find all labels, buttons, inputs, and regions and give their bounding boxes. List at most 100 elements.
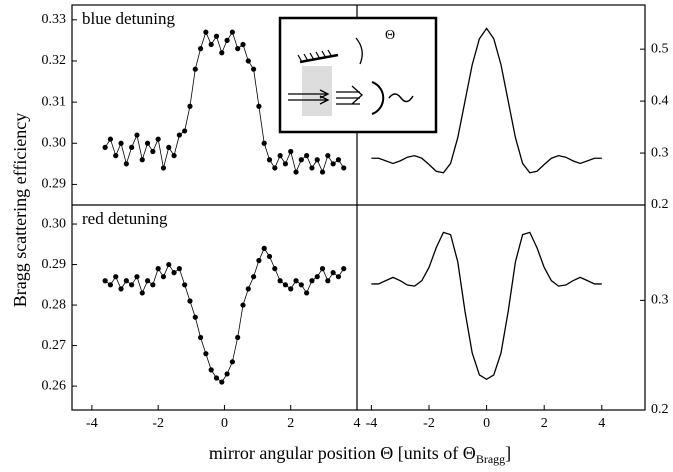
- data-point: [293, 278, 299, 284]
- incident-beam: [288, 89, 330, 105]
- curve: [371, 27, 602, 174]
- data-point: [240, 41, 246, 48]
- data-point: [144, 140, 151, 146]
- data-point: [309, 165, 315, 171]
- data-point: [277, 278, 283, 284]
- x-tick-label: -4: [86, 416, 98, 431]
- data-point: [251, 66, 257, 72]
- data-point: [229, 29, 235, 35]
- data-point: [187, 298, 193, 304]
- data-point: [144, 278, 151, 284]
- data-point: [341, 266, 347, 272]
- data-point: [203, 351, 209, 357]
- data-point: [325, 153, 331, 159]
- data-point: [266, 253, 273, 260]
- data-point: [330, 161, 336, 167]
- y-tick-label: 0.29: [42, 177, 67, 192]
- data-point: [171, 270, 177, 276]
- data-point: [123, 278, 129, 284]
- data-point: [176, 132, 182, 138]
- data-point: [118, 140, 124, 146]
- x-tick-label: -2: [152, 416, 164, 431]
- data-point: [150, 148, 156, 155]
- data-point: [139, 157, 145, 163]
- rotation-arrow: [355, 37, 363, 65]
- y-tick-label: 0.3: [651, 293, 669, 308]
- data-point: [197, 46, 204, 52]
- data-point: [176, 266, 182, 272]
- data-line: [104, 31, 345, 174]
- data-point: [272, 266, 278, 272]
- data-point: [282, 282, 289, 288]
- y-tick-label: 0.4: [651, 93, 669, 108]
- x-tick-label: -4: [366, 416, 378, 431]
- data-point: [171, 153, 177, 159]
- data-point: [224, 37, 230, 43]
- data-point: [219, 379, 225, 385]
- data-point: [150, 282, 156, 288]
- data-point: [325, 278, 331, 284]
- data-point: [139, 290, 145, 296]
- data-point: [160, 165, 167, 171]
- y-tick-label: 0.31: [42, 94, 67, 109]
- data-point: [192, 66, 198, 72]
- data-point: [335, 157, 342, 163]
- panel-label: red detuning: [82, 209, 168, 228]
- data-point: [235, 46, 241, 52]
- data-point: [256, 103, 262, 109]
- detector-cable: [388, 93, 414, 103]
- y-tick-label: 0.33: [42, 12, 67, 27]
- inset-diagram: Θ: [278, 16, 438, 134]
- data-point: [298, 157, 304, 163]
- data-point: [134, 274, 140, 280]
- data-point: [123, 161, 129, 167]
- x-tick-label: 2: [541, 416, 548, 431]
- data-point: [282, 161, 289, 167]
- y-tick-label: 0.29: [42, 257, 67, 272]
- data-point: [335, 274, 342, 280]
- data-point: [309, 278, 315, 284]
- y-axis-label: Bragg scattering efficiency: [10, 113, 30, 308]
- y-tick-label: 0.3: [651, 145, 669, 160]
- data-point: [314, 274, 320, 280]
- data-point: [235, 334, 241, 341]
- data-point: [251, 274, 257, 280]
- x-axis-label: mirror angular position Θ [units of ΘBra…: [209, 443, 511, 466]
- data-point: [203, 29, 209, 35]
- x-axis-label-close: ]: [505, 443, 511, 463]
- data-point: [256, 257, 262, 264]
- data-point: [245, 58, 251, 64]
- data-point: [304, 290, 310, 296]
- y-tick-label: 0.30: [42, 135, 67, 150]
- data-point: [341, 165, 347, 171]
- data-point: [166, 261, 172, 268]
- x-axis-label-text: mirror angular position Θ [units of Θ: [209, 443, 476, 463]
- data-point: [319, 266, 326, 272]
- atom-cloud: [302, 66, 332, 116]
- data-point: [118, 286, 124, 292]
- data-point: [113, 274, 119, 280]
- data-point: [266, 157, 273, 163]
- data-point: [277, 153, 283, 159]
- data-point: [107, 282, 114, 288]
- x-axis-label-subscript: Bragg: [476, 452, 505, 466]
- data-point: [155, 266, 161, 272]
- y-tick-label: 0.5: [651, 41, 669, 56]
- x-tick-label: 0: [483, 416, 490, 431]
- data-point: [288, 286, 294, 292]
- y-tick-label: 0.26: [42, 378, 67, 393]
- x-tick-label: -2: [423, 416, 435, 431]
- data-point: [314, 157, 320, 163]
- curve: [371, 231, 602, 381]
- data-point: [245, 286, 251, 292]
- data-point: [213, 375, 220, 381]
- data-point: [229, 359, 235, 365]
- data-point: [330, 270, 336, 276]
- data-point: [219, 50, 225, 56]
- data-point: [319, 169, 326, 175]
- data-point: [102, 144, 108, 150]
- data-point: [182, 282, 188, 288]
- data-point: [213, 33, 220, 39]
- data-point: [224, 371, 230, 377]
- y-tick-label: 0.28: [42, 297, 67, 312]
